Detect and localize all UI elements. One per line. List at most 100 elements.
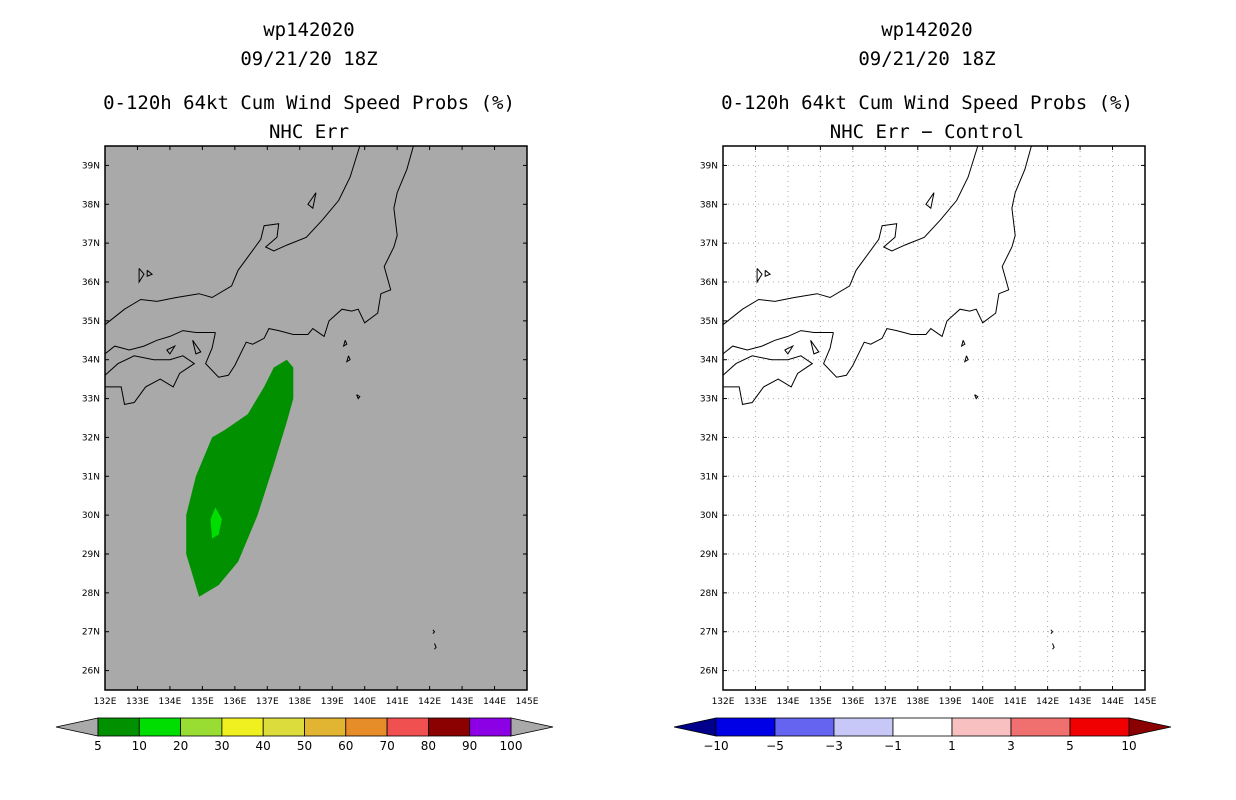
x-tick-label: 144E — [1101, 697, 1124, 707]
colorbar-label: 90 — [462, 739, 477, 753]
coastline — [823, 145, 1032, 378]
x-tick-label: 142E — [418, 697, 441, 707]
left-panel: wp142020 09/21/20 18Z 0-120h 64kt Cum Wi… — [55, 19, 554, 753]
coastline — [756, 268, 763, 284]
y-tick-label: 38N — [700, 200, 718, 210]
plot-frame — [104, 145, 528, 691]
coastline — [356, 394, 361, 400]
x-tick-label: 145E — [1134, 697, 1157, 707]
x-tick-label: 141E — [386, 697, 409, 707]
coastline — [104, 330, 216, 355]
x-tick-label: 137E — [256, 697, 279, 707]
y-tick-label: 35N — [700, 317, 718, 327]
y-tick-label: 30N — [82, 511, 100, 521]
colorbar-swatch — [1069, 717, 1130, 737]
colorbar-swatch — [97, 717, 140, 737]
y-tick-label: 27N — [82, 628, 100, 638]
y-tick-label: 33N — [82, 395, 100, 405]
x-tick-label: 137E — [874, 697, 897, 707]
datetime-label: 09/21/20 18Z — [240, 48, 378, 70]
x-tick-label: 144E — [483, 697, 506, 707]
colorbar-extend-high — [1128, 717, 1172, 737]
colorbar-swatch — [221, 717, 264, 737]
y-tick-label: 30N — [700, 511, 718, 521]
colorbar-swatch — [715, 717, 776, 737]
coastline — [1052, 643, 1055, 650]
colorbar-swatch — [469, 717, 512, 737]
y-tick-label: 37N — [82, 239, 100, 249]
chart-subtitle: NHC Err — [268, 121, 350, 143]
colorbar-swatch — [427, 717, 471, 737]
y-tick-label: 26N — [82, 667, 100, 677]
coastline — [166, 344, 177, 355]
colorbar-label: 3 — [1007, 739, 1015, 753]
colorbar-extend-low — [55, 717, 99, 737]
x-tick-label: 136E — [841, 697, 864, 707]
coastline — [722, 145, 979, 326]
x-tick-label: 134E — [158, 697, 181, 707]
colorbar-swatch — [892, 717, 953, 737]
colorbar-label: −10 — [703, 739, 728, 753]
coastline — [764, 269, 772, 277]
y-tick-label: 28N — [82, 589, 100, 599]
colorbar-swatch — [1010, 717, 1071, 737]
colorbar-label: −5 — [766, 739, 784, 753]
x-tick-label: 140E — [971, 697, 994, 707]
coastline — [307, 192, 317, 210]
colorbar-swatch — [951, 717, 1012, 737]
coastline — [960, 340, 966, 348]
colorbar-swatch — [262, 717, 305, 737]
coastline — [205, 145, 414, 378]
colorbar-swatch — [386, 717, 429, 737]
y-tick-label: 37N — [700, 239, 718, 249]
y-tick-label: 39N — [700, 161, 718, 171]
colorbar-swatch — [138, 717, 182, 737]
coastline — [722, 330, 834, 355]
coastline — [963, 355, 969, 363]
coastline — [722, 355, 814, 405]
colorbar-swatch — [180, 717, 223, 737]
coastline — [432, 629, 436, 635]
coastline — [146, 269, 154, 277]
x-tick-label: 132E — [712, 697, 735, 707]
chart-title: 0-120h 64kt Cum Wind Speed Probs (%) — [721, 92, 1133, 114]
colorbar-extend-high — [510, 717, 554, 737]
y-tick-label: 28N — [700, 589, 718, 599]
colorbar-swatch — [774, 717, 835, 737]
y-tick-label: 29N — [82, 550, 100, 560]
x-tick-label: 140E — [353, 697, 376, 707]
colorbar-label: 70 — [379, 739, 394, 753]
prob-region-10 — [210, 507, 222, 539]
colorbar-extend-low — [673, 717, 717, 737]
y-tick-label: 31N — [700, 472, 718, 482]
colorbar-label: −3 — [825, 739, 843, 753]
datetime-label: 09/21/20 18Z — [858, 48, 996, 70]
y-tick-label: 32N — [82, 433, 100, 443]
x-tick-label: 142E — [1036, 697, 1059, 707]
coastline — [1050, 629, 1054, 635]
y-tick-label: 36N — [700, 278, 718, 288]
x-tick-label: 135E — [809, 697, 832, 707]
coastline — [345, 355, 351, 363]
x-tick-label: 132E — [94, 697, 117, 707]
y-tick-label: 34N — [82, 356, 100, 366]
storm-id-label: wp142020 — [881, 19, 973, 41]
coastline — [342, 340, 348, 348]
plot-background — [723, 146, 1145, 690]
x-tick-label: 138E — [288, 697, 311, 707]
colorbar-label: 5 — [94, 739, 102, 753]
x-tick-label: 135E — [191, 697, 214, 707]
x-tick-label: 133E — [126, 697, 149, 707]
colorbar-swatch — [833, 717, 894, 737]
right-panel: wp142020 09/21/20 18Z 0-120h 64kt Cum Wi… — [618, 0, 1236, 800]
coastline — [434, 643, 437, 650]
colorbar-label: 80 — [421, 739, 436, 753]
colorbar-label: 1 — [948, 739, 956, 753]
colorbar-label: 10 — [132, 739, 147, 753]
y-tick-label: 26N — [700, 667, 718, 677]
colorbar-label: 30 — [214, 739, 229, 753]
colorbar-swatch — [304, 717, 347, 737]
y-tick-label: 29N — [700, 550, 718, 560]
x-tick-label: 143E — [1069, 697, 1092, 707]
x-tick-label: 141E — [1004, 697, 1027, 707]
